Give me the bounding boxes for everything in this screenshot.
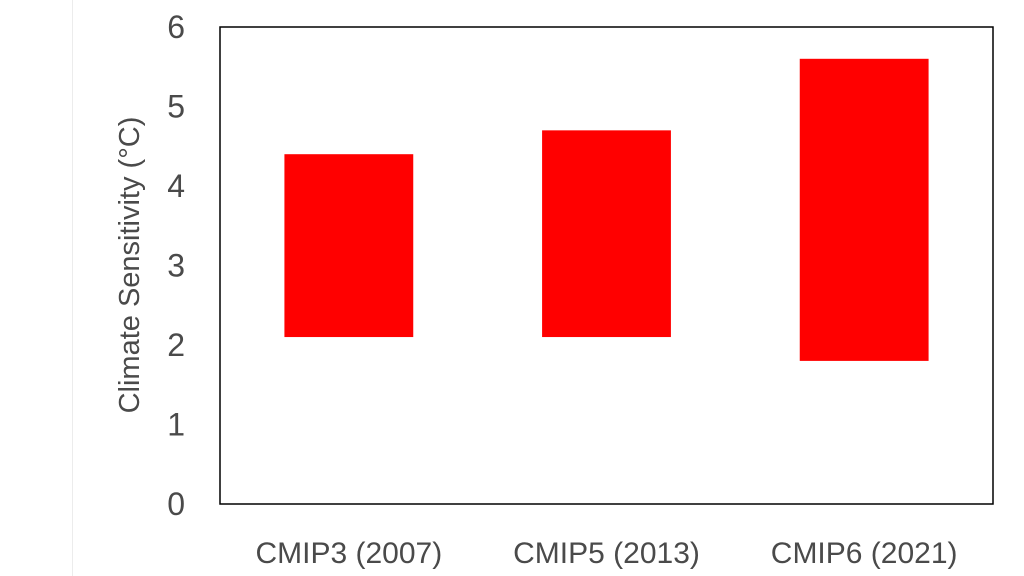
y-tick-label: 4 <box>167 168 185 204</box>
x-category-label: CMIP6 (2021) <box>771 537 958 570</box>
x-category-label: CMIP3 (2007) <box>255 537 442 570</box>
range-bar-3 <box>799 58 929 361</box>
y-tick-label: 5 <box>167 89 185 125</box>
x-category-label: CMIP5 (2013) <box>513 537 700 570</box>
y-tick-label: 6 <box>167 9 185 45</box>
y-tick-labels: 0 1 2 3 4 5 6 <box>167 9 185 522</box>
y-axis-title: Climate Sensitivity (°C) <box>114 117 146 414</box>
bars-group <box>284 58 929 361</box>
y-tick-label: 3 <box>167 248 185 284</box>
page-edge-divider <box>72 0 73 576</box>
y-tick-label: 2 <box>167 327 185 363</box>
range-bar-2 <box>542 130 671 338</box>
x-category-labels: CMIP3 (2007) CMIP5 (2013) CMIP6 (2021) <box>255 537 957 570</box>
y-tick-label: 0 <box>167 486 185 522</box>
range-bar-1 <box>284 154 414 338</box>
y-tick-label: 1 <box>167 407 185 443</box>
